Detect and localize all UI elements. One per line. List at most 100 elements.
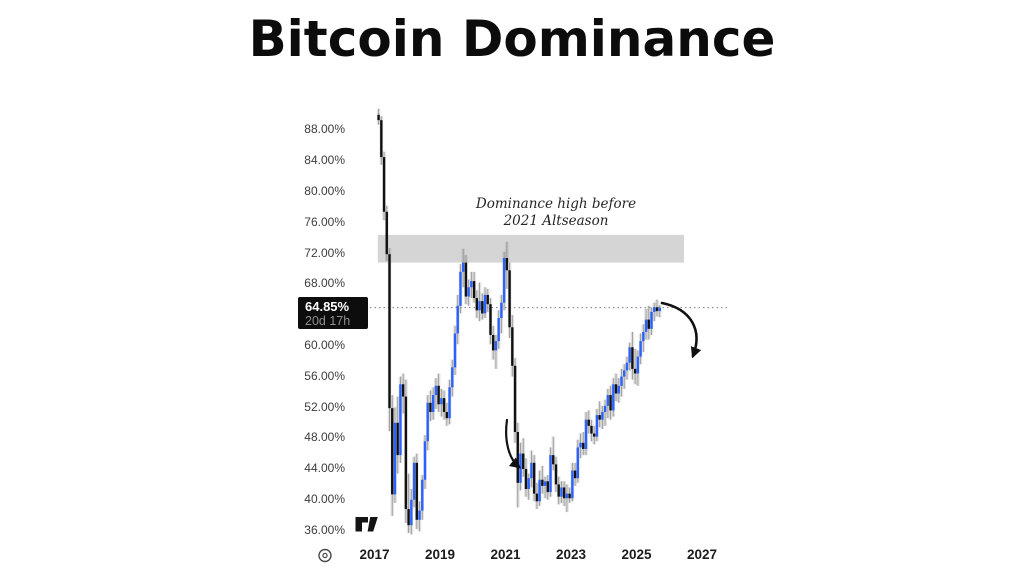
candle (652, 302, 657, 322)
candle (616, 378, 621, 403)
candle (415, 453, 419, 530)
candle (627, 342, 632, 371)
candle (586, 410, 591, 434)
curved-arrow-small-icon (505, 418, 521, 469)
candle (581, 432, 586, 456)
candle (466, 279, 471, 306)
candle (646, 305, 651, 340)
candle (387, 247, 392, 432)
candle (576, 439, 580, 483)
candle (404, 379, 408, 523)
candle (655, 299, 659, 317)
candle (603, 399, 607, 426)
candle (551, 436, 556, 471)
candle (439, 388, 444, 417)
candle (475, 290, 479, 319)
zone-annotation-line2: 2021 Altseason (503, 213, 609, 229)
candle (494, 334, 498, 369)
candle (513, 358, 517, 443)
zone-annotation: Dominance high before 2021 Altseason (450, 196, 662, 230)
candle (584, 411, 588, 456)
candle (573, 462, 577, 486)
chart-annotations (318, 301, 702, 563)
candle (436, 373, 441, 412)
candle (562, 481, 566, 506)
candle (480, 293, 485, 320)
candle (425, 395, 430, 451)
candle (559, 481, 564, 503)
candle (521, 438, 526, 477)
candle (625, 356, 629, 380)
candle (595, 408, 599, 442)
candle (633, 348, 637, 385)
candle (592, 425, 596, 445)
candle (554, 456, 558, 493)
candle (649, 307, 654, 335)
candle (510, 314, 515, 377)
page-title: Bitcoin Dominance (248, 10, 776, 68)
candle (597, 401, 602, 428)
candle (570, 462, 575, 502)
candle (461, 248, 465, 288)
candle (455, 294, 460, 345)
candle (532, 455, 536, 502)
current-price-value: 64.85% (305, 299, 350, 314)
candle (526, 473, 531, 500)
zone-annotation-line1: Dominance high before (475, 196, 637, 212)
candle (382, 151, 386, 221)
candle (420, 475, 425, 520)
candle (622, 364, 627, 389)
candle (507, 262, 512, 339)
candles-layer (370, 108, 727, 535)
candle (578, 433, 583, 459)
candle (496, 310, 501, 349)
candle (469, 271, 474, 299)
candle (390, 395, 395, 516)
candle (567, 487, 572, 503)
candle (505, 241, 509, 289)
candle (657, 304, 662, 318)
candle-countdown: 20d 17h (305, 314, 351, 328)
candle (556, 476, 561, 505)
candle (406, 473, 411, 533)
candle (600, 405, 605, 429)
candle (379, 116, 384, 165)
candle (546, 475, 550, 500)
candle (638, 333, 643, 365)
candle (412, 456, 416, 508)
candle (464, 254, 468, 305)
candle (565, 484, 569, 513)
candle (548, 447, 553, 497)
curved-arrow-down-icon (660, 301, 702, 359)
candle (428, 390, 433, 422)
candle (472, 271, 476, 303)
candle (447, 379, 452, 425)
candle (543, 476, 547, 499)
resistance-zone (377, 234, 684, 263)
candle (384, 205, 389, 262)
candle (442, 390, 446, 420)
candle (434, 378, 438, 409)
candle (376, 108, 381, 125)
chart-settings-icon[interactable] (318, 548, 332, 563)
candle (450, 359, 455, 397)
candle (535, 482, 539, 510)
tradingview-logo-icon[interactable] (355, 517, 378, 532)
candle (529, 450, 534, 488)
candle (611, 378, 616, 417)
candle (636, 350, 640, 386)
candle (614, 373, 618, 402)
candle (409, 488, 414, 535)
candle (431, 387, 435, 420)
candle (589, 419, 594, 442)
candle (608, 385, 613, 420)
candle (499, 294, 504, 334)
candle (417, 501, 422, 532)
candle (485, 288, 490, 312)
candle (477, 282, 482, 322)
candle (491, 325, 496, 360)
candle (502, 251, 506, 311)
candle (423, 435, 427, 489)
candle (453, 325, 457, 376)
